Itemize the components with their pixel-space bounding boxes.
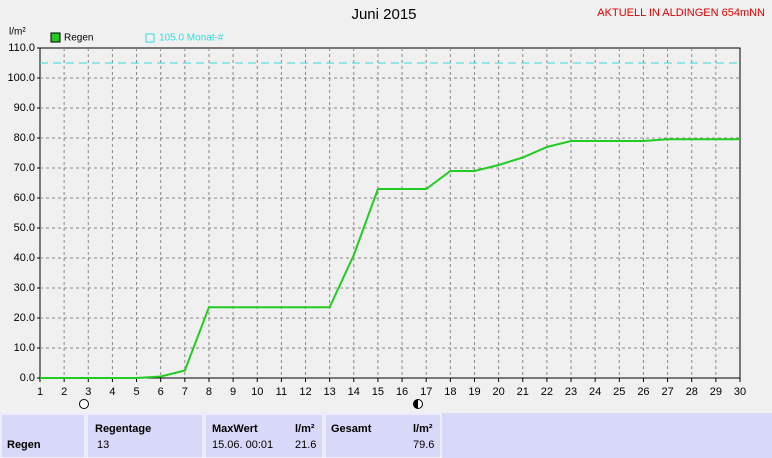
x-tick-label: 5 (133, 386, 139, 398)
x-tick-label: 14 (348, 386, 360, 398)
header: MaxWert (212, 423, 258, 435)
summary-panel: Regen Regentage 13 MaxWert l/m² 15.06. 0… (0, 413, 772, 458)
y-tick-label: 40.0 (14, 252, 35, 264)
y-tick-label: 70.0 (14, 162, 35, 174)
x-tick-label: 26 (637, 386, 649, 398)
y-tick-label: 80.0 (14, 132, 35, 144)
y-tick-label: 100.0 (7, 72, 35, 84)
time: 15.06. 00:01 (212, 439, 273, 451)
value: 79.6 (413, 439, 434, 451)
x-tick-label: 15 (372, 386, 384, 398)
x-tick-label: 7 (182, 386, 188, 398)
x-tick-label: 18 (444, 386, 456, 398)
x-tick-label: 4 (109, 386, 115, 398)
x-tick-label: 29 (710, 386, 722, 398)
x-tick-label: 12 (299, 386, 311, 398)
header: Regentage (95, 423, 151, 435)
x-tick-label: 11 (276, 386, 287, 398)
y-tick-label: 10.0 (14, 342, 35, 354)
x-tick-label: 9 (230, 386, 236, 398)
y-tick-label: 90.0 (14, 102, 35, 114)
legend-label: Regen (64, 33, 93, 44)
x-tick-label: 13 (324, 386, 336, 398)
row-label: Regen (7, 439, 41, 451)
station-note: AKTUELL IN ALDINGEN 654mNN (597, 7, 765, 19)
x-tick-label: 22 (541, 386, 553, 398)
x-tick-label: 27 (661, 386, 673, 398)
x-tick-label: 21 (517, 386, 529, 398)
x-tick-label: 10 (251, 386, 263, 398)
moon-icon (413, 399, 418, 409)
x-tick-label: 19 (468, 386, 480, 398)
moon-icon (79, 399, 89, 409)
rain-line (40, 138, 740, 379)
unit: l/m² (413, 423, 433, 435)
chart-title: Juni 2015 (351, 6, 416, 23)
panel-cell (324, 413, 442, 458)
x-tick-label: 23 (565, 386, 577, 398)
y-tick-label: 20.0 (14, 312, 35, 324)
header: Gesamt (331, 423, 372, 435)
panel-cell (86, 413, 204, 458)
x-tick-label: 1 (37, 386, 43, 398)
plot-area (39, 47, 741, 379)
x-tick-label: 8 (206, 386, 212, 398)
x-tick-label: 30 (734, 386, 746, 398)
panel-cell (0, 413, 86, 458)
unit: l/m² (295, 423, 315, 435)
legend-swatch (145, 33, 155, 43)
value: 13 (97, 439, 109, 451)
x-tick-label: 2 (61, 386, 67, 398)
x-tick-label: 28 (686, 386, 698, 398)
x-tick-label: 6 (158, 386, 164, 398)
legend-swatch (50, 32, 61, 43)
x-tick-label: 25 (613, 386, 625, 398)
y-tick-label: 110.0 (8, 42, 35, 54)
legend-label: 105.0 Monat-# (159, 33, 224, 44)
x-tick-label: 16 (396, 386, 408, 398)
x-tick-label: 20 (492, 386, 504, 398)
y-tick-label: 60.0 (14, 192, 35, 204)
x-tick-label: 3 (85, 386, 91, 398)
x-tick-label: 24 (589, 386, 601, 398)
y-axis-label: l/m² (9, 27, 26, 38)
x-tick-label: 17 (420, 386, 432, 398)
value: 21.6 (295, 439, 316, 451)
y-tick-label: 50.0 (14, 222, 35, 234)
y-tick-label: 0.0 (20, 372, 35, 384)
panel-cell (204, 413, 324, 458)
y-tick-label: 30.0 (14, 282, 35, 294)
